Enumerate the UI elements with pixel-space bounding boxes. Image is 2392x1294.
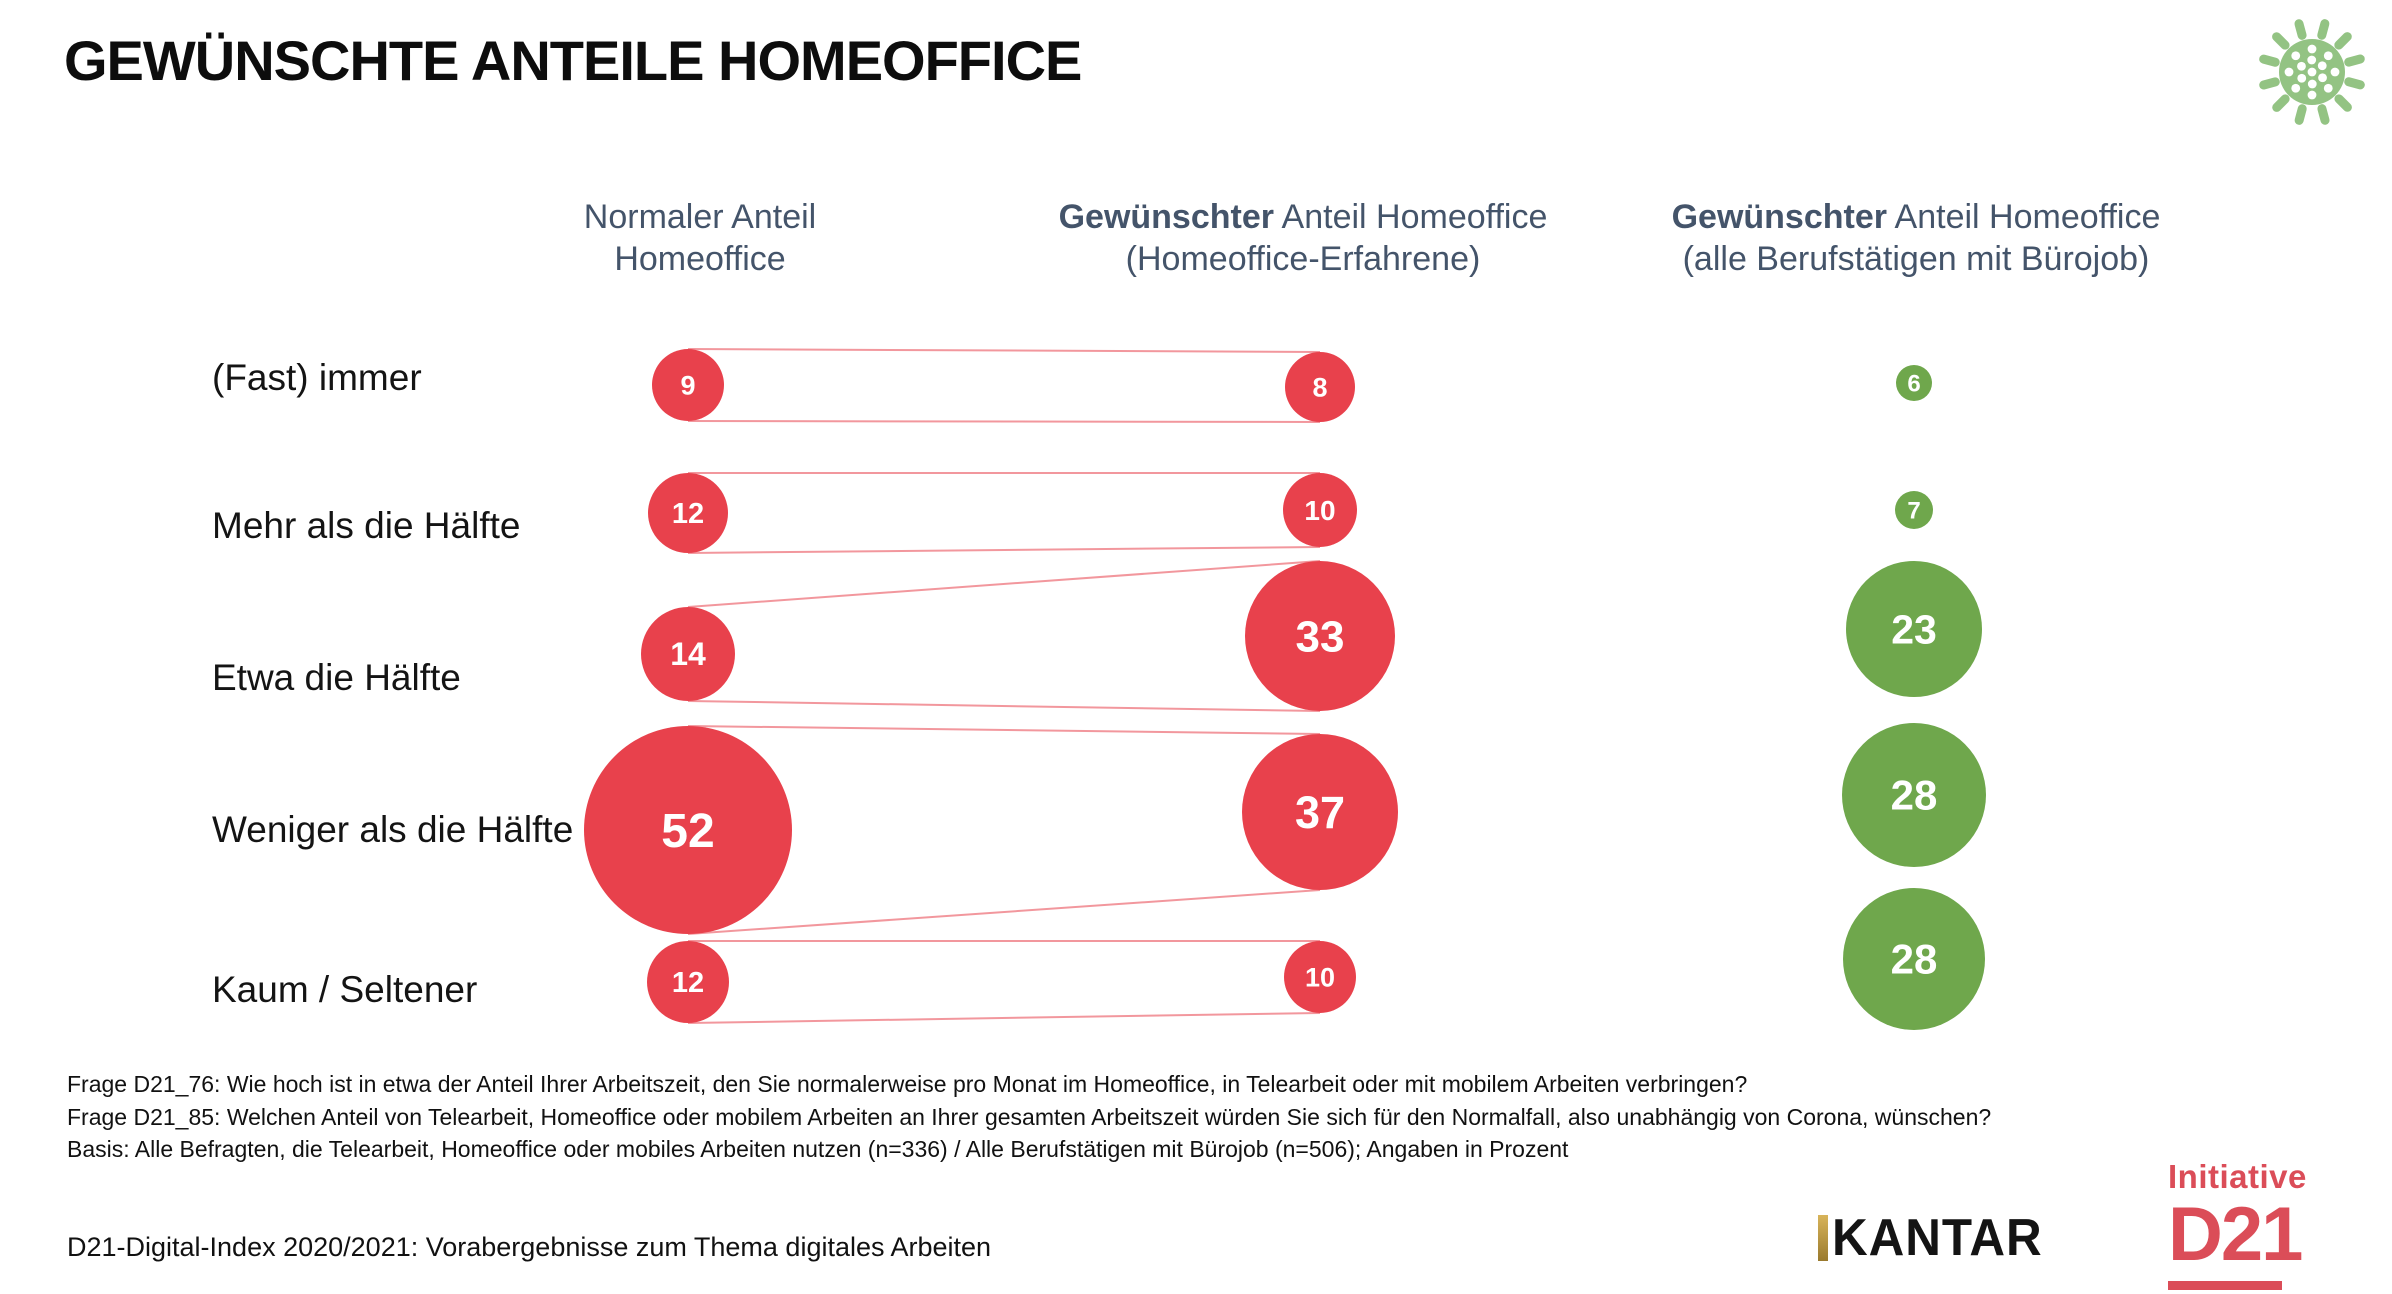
connector-line: [687, 348, 1321, 353]
connector-line: [687, 1012, 1321, 1024]
virus-spike: [2334, 32, 2352, 50]
footnote-frage-76: Frage D21_76: Wie hoch ist in etwa der A…: [67, 1071, 1748, 1097]
virus-dot: [2284, 67, 2294, 77]
row-label-2: Etwa die Hälfte: [212, 657, 461, 698]
bubble-value-0-1: 12: [672, 498, 704, 530]
bubble-value-2-3: 28: [1891, 772, 1938, 819]
bubble-value-2-2: 23: [1891, 606, 1937, 652]
bubble-0-4: [647, 941, 729, 1023]
bubble-value-1-2: 33: [1296, 612, 1345, 661]
column-heading-wish-all: Gewünschter Anteil Homeoffice (alle Beru…: [1672, 196, 2161, 280]
virus-spike: [2259, 54, 2280, 67]
virus-dot: [2307, 44, 2317, 54]
bubble-value-1-3: 37: [1295, 787, 1345, 838]
virus-spike: [2344, 54, 2365, 67]
bubble-0-0: [652, 349, 724, 421]
bubble-2-3: [1842, 723, 1986, 867]
kantar-wordmark: KANTAR: [1832, 1209, 2043, 1267]
virus-spike: [2272, 32, 2290, 50]
bubble-1-2: [1245, 561, 1395, 711]
virus-spike: [2294, 104, 2307, 125]
d21-underline-icon: [2168, 1281, 2282, 1290]
virus-dot: [2307, 79, 2317, 89]
virus-spike: [2259, 77, 2280, 90]
column-heading-normal: Normaler Anteil Homeoffice: [584, 196, 816, 280]
coronavirus-icon: [2259, 19, 2365, 125]
d21-wordmark: D21: [2168, 1192, 2303, 1277]
virus-dot: [2318, 73, 2327, 83]
bubble-value-0-0: 9: [680, 370, 695, 400]
connector-line: [687, 560, 1321, 608]
source-caption: D21-Digital-Index 2020/2021: Vorabergebn…: [67, 1232, 992, 1262]
virus-spike: [2294, 19, 2307, 40]
kantar-gold-bar-icon: [1818, 1215, 1828, 1261]
heading-rest-part: Normaler Anteil: [583, 198, 817, 236]
bubble-value-0-2: 14: [670, 636, 706, 672]
bubble-2-4: [1843, 888, 1985, 1030]
bubble-0-3: [584, 726, 792, 934]
row-label-0: (Fast) immer: [212, 357, 422, 398]
virus-dot: [2317, 61, 2327, 71]
row-label-4: Kaum / Seltener: [212, 969, 478, 1010]
heading-rest-part: Anteil Homeoffice: [1273, 198, 1548, 236]
bubble-1-3: [1242, 734, 1398, 890]
bubble-2-2: [1846, 561, 1982, 697]
virus-dot: [2330, 67, 2340, 77]
virus-spike: [2272, 94, 2290, 112]
bubble-value-1-0: 8: [1312, 372, 1327, 402]
virus-dot: [2297, 73, 2307, 83]
kantar-logo: KANTAR: [1818, 1208, 2054, 1268]
virus-spike: [2334, 94, 2352, 112]
column-heading-wish-experienced: Gewünschter Anteil Homeoffice (Homeoffic…: [1059, 196, 1548, 280]
virus-dot: [2323, 83, 2333, 93]
virus-dot: [2291, 83, 2301, 93]
bubble-2-1: [1895, 491, 1933, 529]
page-title: GEWÜNSCHTE ANTEILE HOMEOFFICE: [64, 29, 1082, 92]
bubble-2-0: [1896, 365, 1932, 401]
virus-spike: [2317, 104, 2330, 125]
virus-dot: [2323, 51, 2333, 61]
heading-bold-part: Gewünschter: [1058, 198, 1274, 236]
bubble-0-2: [641, 607, 735, 701]
heading-line2: Homeoffice: [614, 240, 786, 279]
heading-rest-part: Anteil Homeoffice: [1886, 198, 2161, 236]
bubble-value-1-1: 10: [1304, 495, 1335, 526]
connector-line: [687, 700, 1321, 712]
connector-line: [687, 420, 1321, 423]
bubble-value-0-3: 52: [661, 805, 714, 858]
bubble-0-1: [648, 473, 728, 553]
virus-dot: [2297, 61, 2306, 71]
virus-dot: [2307, 90, 2317, 100]
row-label-3: Weniger als die Hälfte: [212, 809, 574, 850]
virus-spike: [2344, 77, 2365, 90]
heading-bold-part: Gewünschter: [1671, 198, 1887, 236]
d21-initiative-text: Initiative: [2168, 1158, 2307, 1195]
bubble-value-1-4: 10: [1305, 962, 1335, 992]
heading-line2: (alle Berufstätigen mit Bürojob): [1682, 240, 2150, 279]
bubble-value-0-4: 12: [672, 967, 704, 999]
footnote-frage-85: Frage D21_85: Welchen Anteil von Telearb…: [67, 1103, 1992, 1130]
row-label-1: Mehr als die Hälfte: [212, 505, 521, 546]
bubble-value-2-4: 28: [1891, 936, 1938, 983]
connector-line: [687, 546, 1321, 554]
virus-dot: [2307, 55, 2317, 65]
footnote-basis: Basis: Alle Befragten, die Telearbeit, H…: [67, 1136, 1569, 1163]
initiative-d21-logo: Initiative D21: [2168, 1160, 2307, 1290]
bubble-1-0: [1285, 352, 1355, 422]
bubble-1-4: [1284, 941, 1356, 1013]
connector-line: [687, 725, 1321, 735]
connector-line: [687, 889, 1321, 935]
virus-spike: [2317, 19, 2330, 40]
virus-dot: [2291, 51, 2301, 61]
bubble-1-1: [1283, 473, 1357, 547]
bubble-value-2-1: 7: [1907, 497, 1920, 524]
bubble-value-2-0: 6: [1907, 370, 1920, 397]
heading-line2: (Homeoffice-Erfahrene): [1125, 240, 1481, 279]
footnotes: Frage D21_76: Wie hoch ist in etwa der A…: [67, 1068, 1991, 1166]
virus-dot: [2307, 67, 2317, 77]
